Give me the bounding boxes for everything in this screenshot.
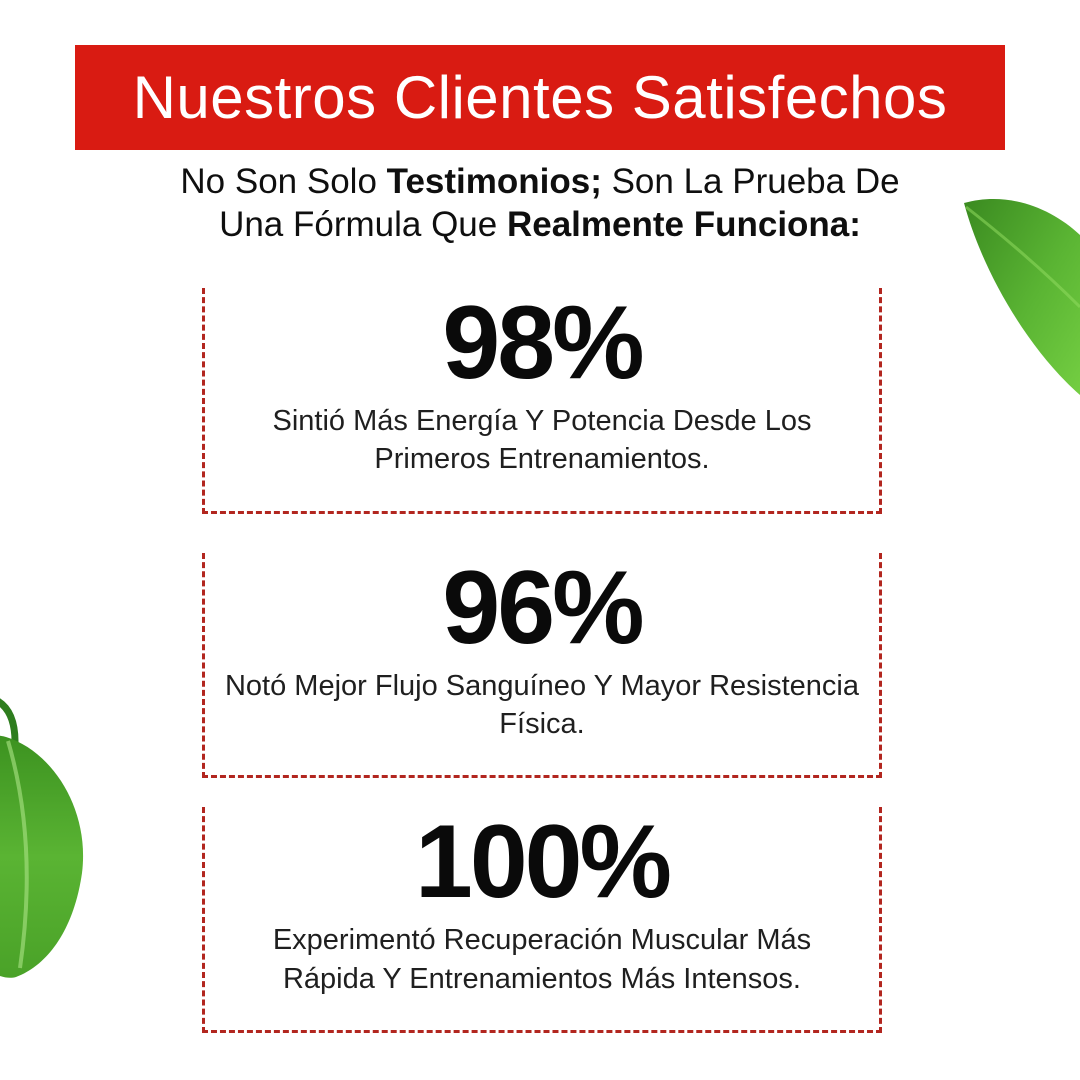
stat-box-flujo: 96% Notó Mejor Flujo Sanguíneo Y Mayor R… — [202, 549, 882, 779]
page-title: Nuestros Clientes Satisfechos — [132, 64, 948, 131]
stat-description: Notó Mejor Flujo Sanguíneo Y Mayor Resis… — [224, 669, 860, 740]
stat-value: 100% — [415, 804, 672, 921]
stat-description: Sintió Más Energía Y Potencia Desde Los … — [272, 405, 812, 476]
subtitle: No Son Solo Testimonios; Son La Prueba D… — [0, 160, 1080, 247]
leaf-image-top-right — [964, 198, 1080, 395]
stat-box-recuperacion: 100% Experimentó Recuperación Muscular M… — [202, 807, 882, 1033]
leaf-image-bottom-left — [0, 698, 84, 978]
header-banner: Nuestros Clientes Satisfechos — [75, 45, 1005, 150]
stat-value: 96% — [442, 549, 644, 666]
stat-value: 98% — [442, 285, 644, 401]
subtitle-bold-funciona: Realmente Funciona: — [506, 205, 861, 245]
stats-list: 98% Sintió Más Energía Y Potencia Desde … — [202, 288, 882, 1033]
subtitle-line-2: Una Fórmula Que Realmente Funciona: — [219, 205, 861, 245]
stat-box-energia: 98% Sintió Más Energía Y Potencia Desde … — [202, 288, 882, 514]
subtitle-line-1: No Son Solo Testimonios; Son La Prueba D… — [180, 162, 900, 201]
stat-description: Experimentó Recuperación Muscular Más Rá… — [272, 924, 812, 995]
subtitle-bold-testimonios: Testimonios; — [386, 162, 602, 201]
